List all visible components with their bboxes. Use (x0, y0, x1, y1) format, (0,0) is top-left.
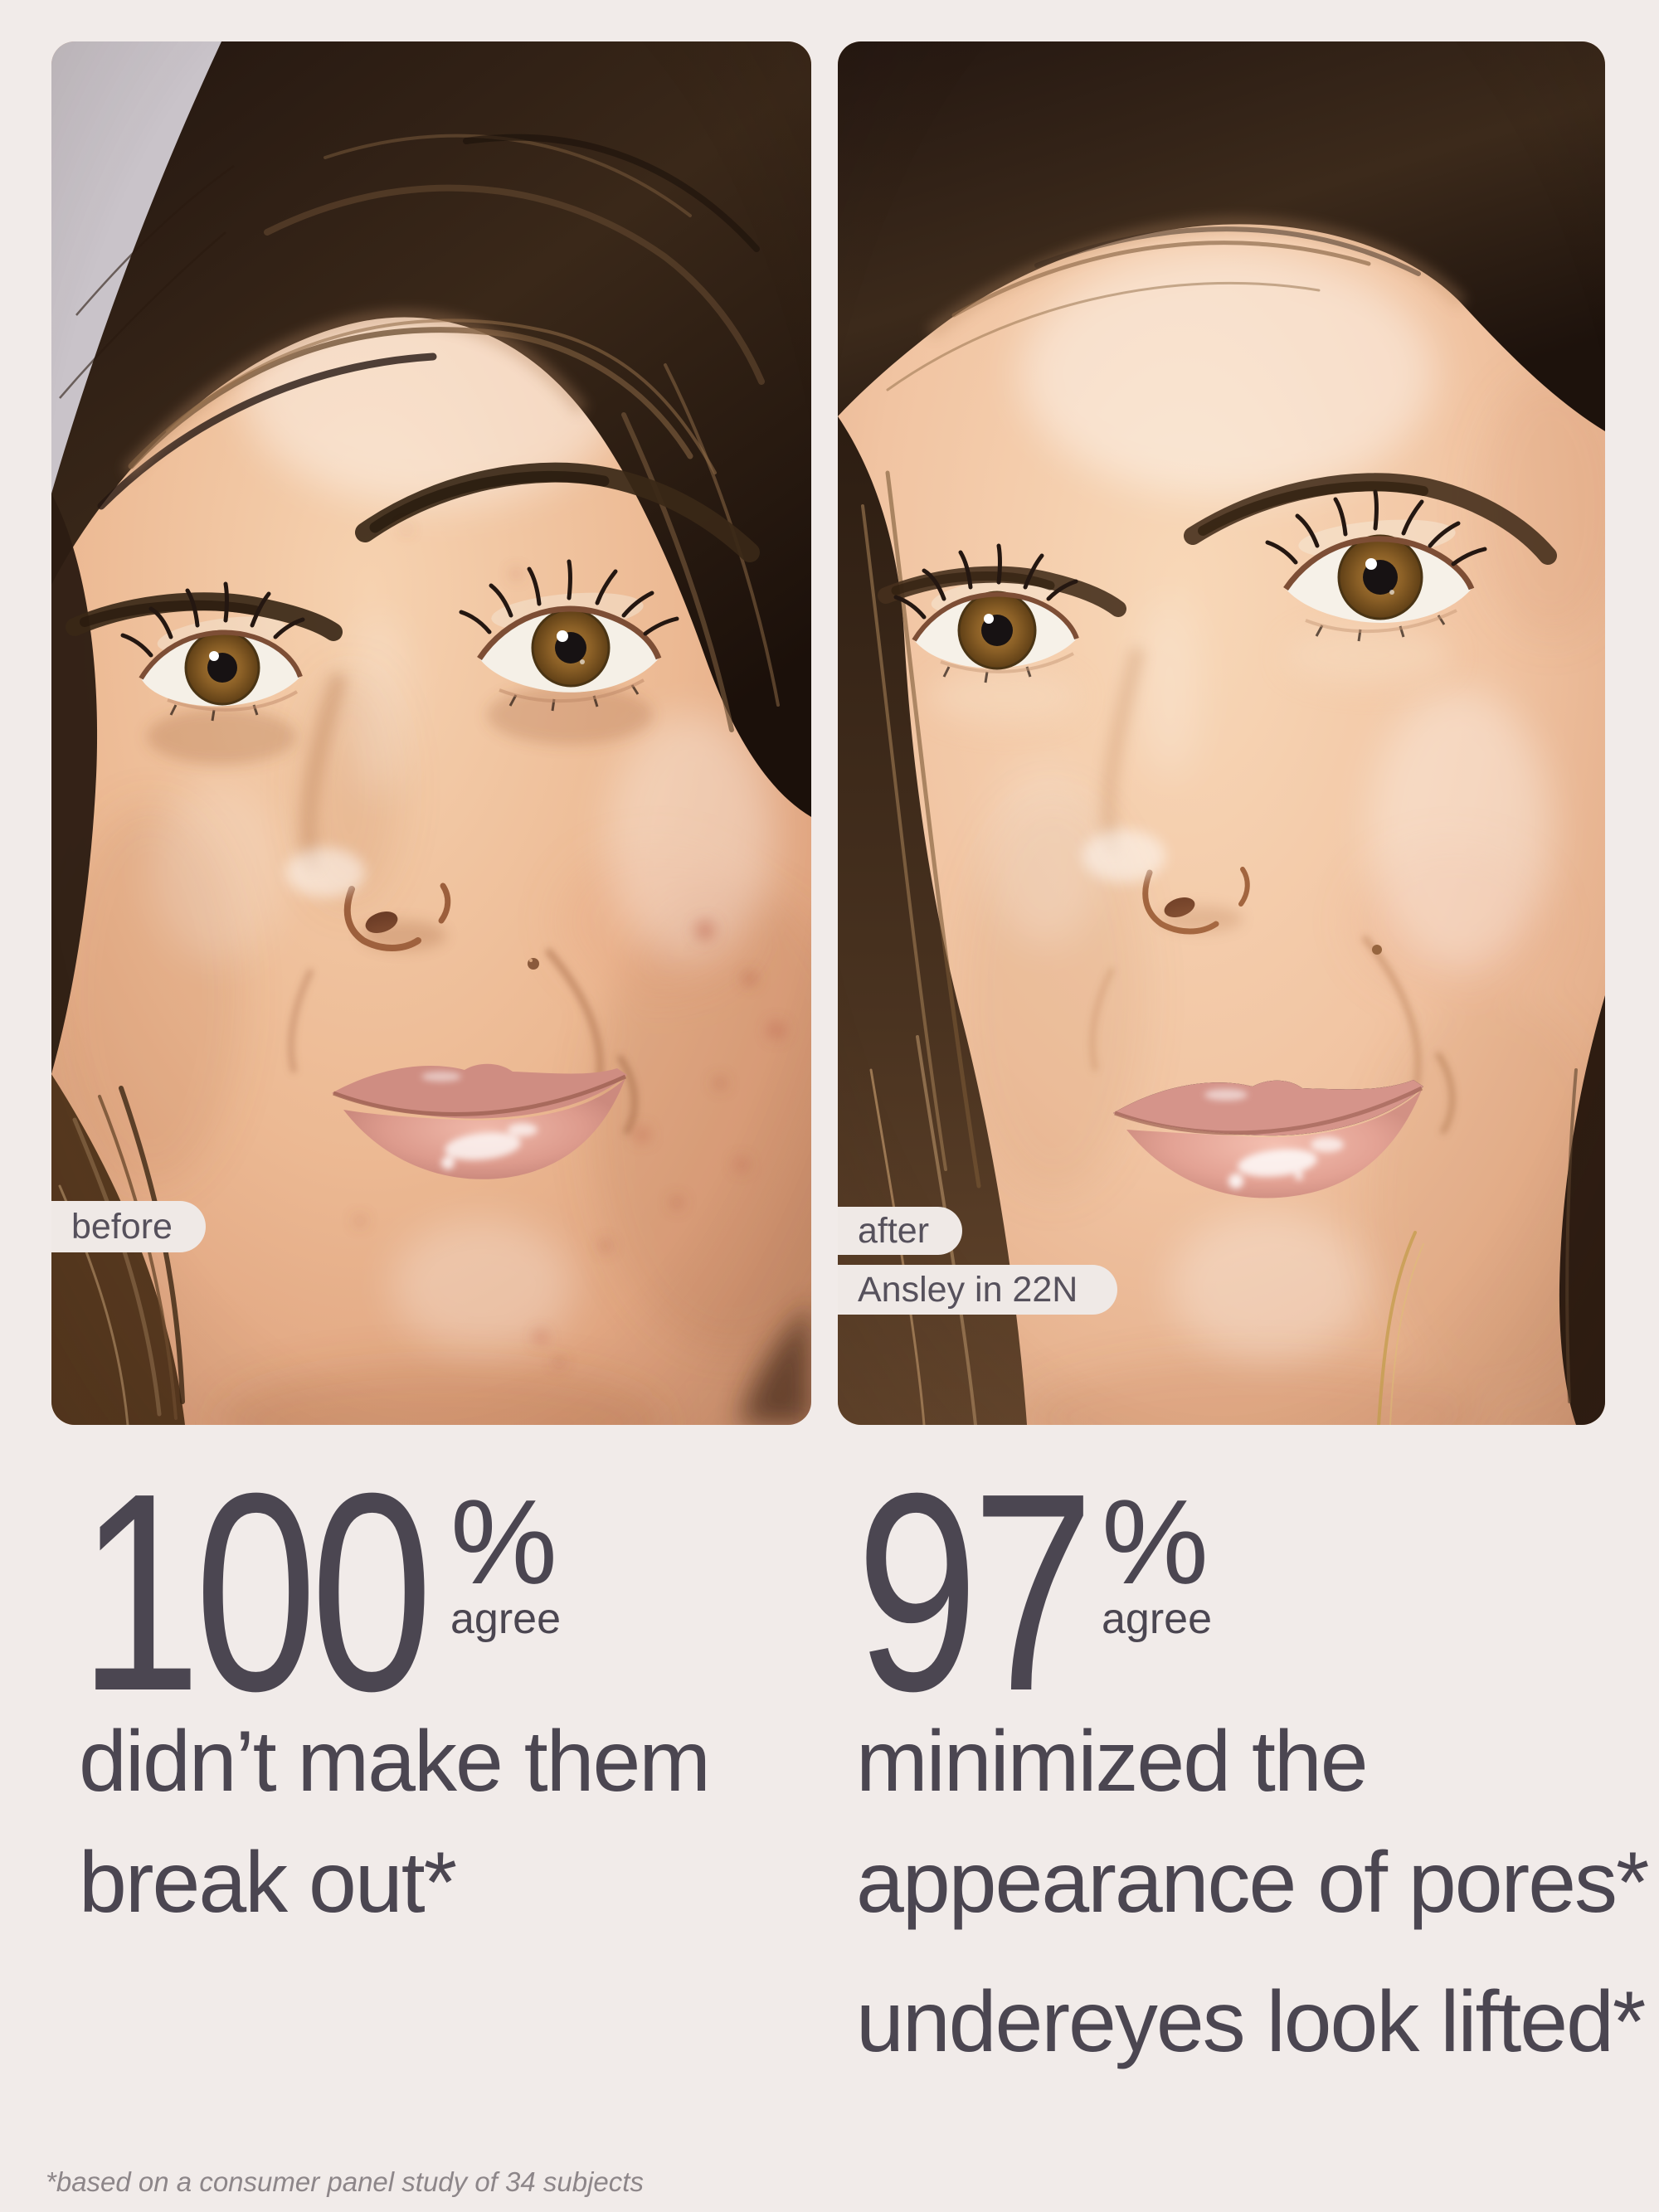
agree-label: agree (450, 1595, 561, 1643)
agree-label: agree (1102, 1595, 1212, 1643)
before-label-pill: before (51, 1201, 206, 1252)
shade-label-pill: Ansley in 22N (838, 1265, 1118, 1315)
vignette (51, 41, 811, 1425)
claim-text: undereyes look lifted* (856, 1974, 1646, 2070)
after-photo: after Ansley in 22N (838, 41, 1605, 1425)
percent-agree-block: % agree (1102, 1482, 1212, 1641)
stat-value: 97 (856, 1435, 1094, 1750)
vignette (838, 41, 1605, 1425)
after-label-pill: after (838, 1207, 963, 1255)
claim-text: didn’t make them break out* (79, 1714, 711, 1931)
before-portrait-illustration (51, 41, 811, 1425)
footnote: *based on a consumer panel study of 34 s… (46, 2166, 644, 2197)
percent-sign: % (450, 1475, 557, 1609)
stat-block-before: 100 % agree didn’t make them break out* (79, 1435, 784, 1931)
after-portrait-illustration (838, 41, 1605, 1425)
percent-sign: % (1102, 1475, 1209, 1609)
before-photo: before (51, 41, 811, 1425)
stat-block-after: 97 % agree minimized the appearance of p… (856, 1435, 1659, 2070)
claims: didn’t make them break out* (79, 1701, 767, 1943)
percent-agree-block: % agree (450, 1482, 561, 1641)
claims: minimized the appearance of pores* under… (856, 1701, 1657, 2083)
stat-value: 100 (79, 1435, 433, 1750)
claim-text: minimized the appearance of pores* (856, 1714, 1650, 1931)
